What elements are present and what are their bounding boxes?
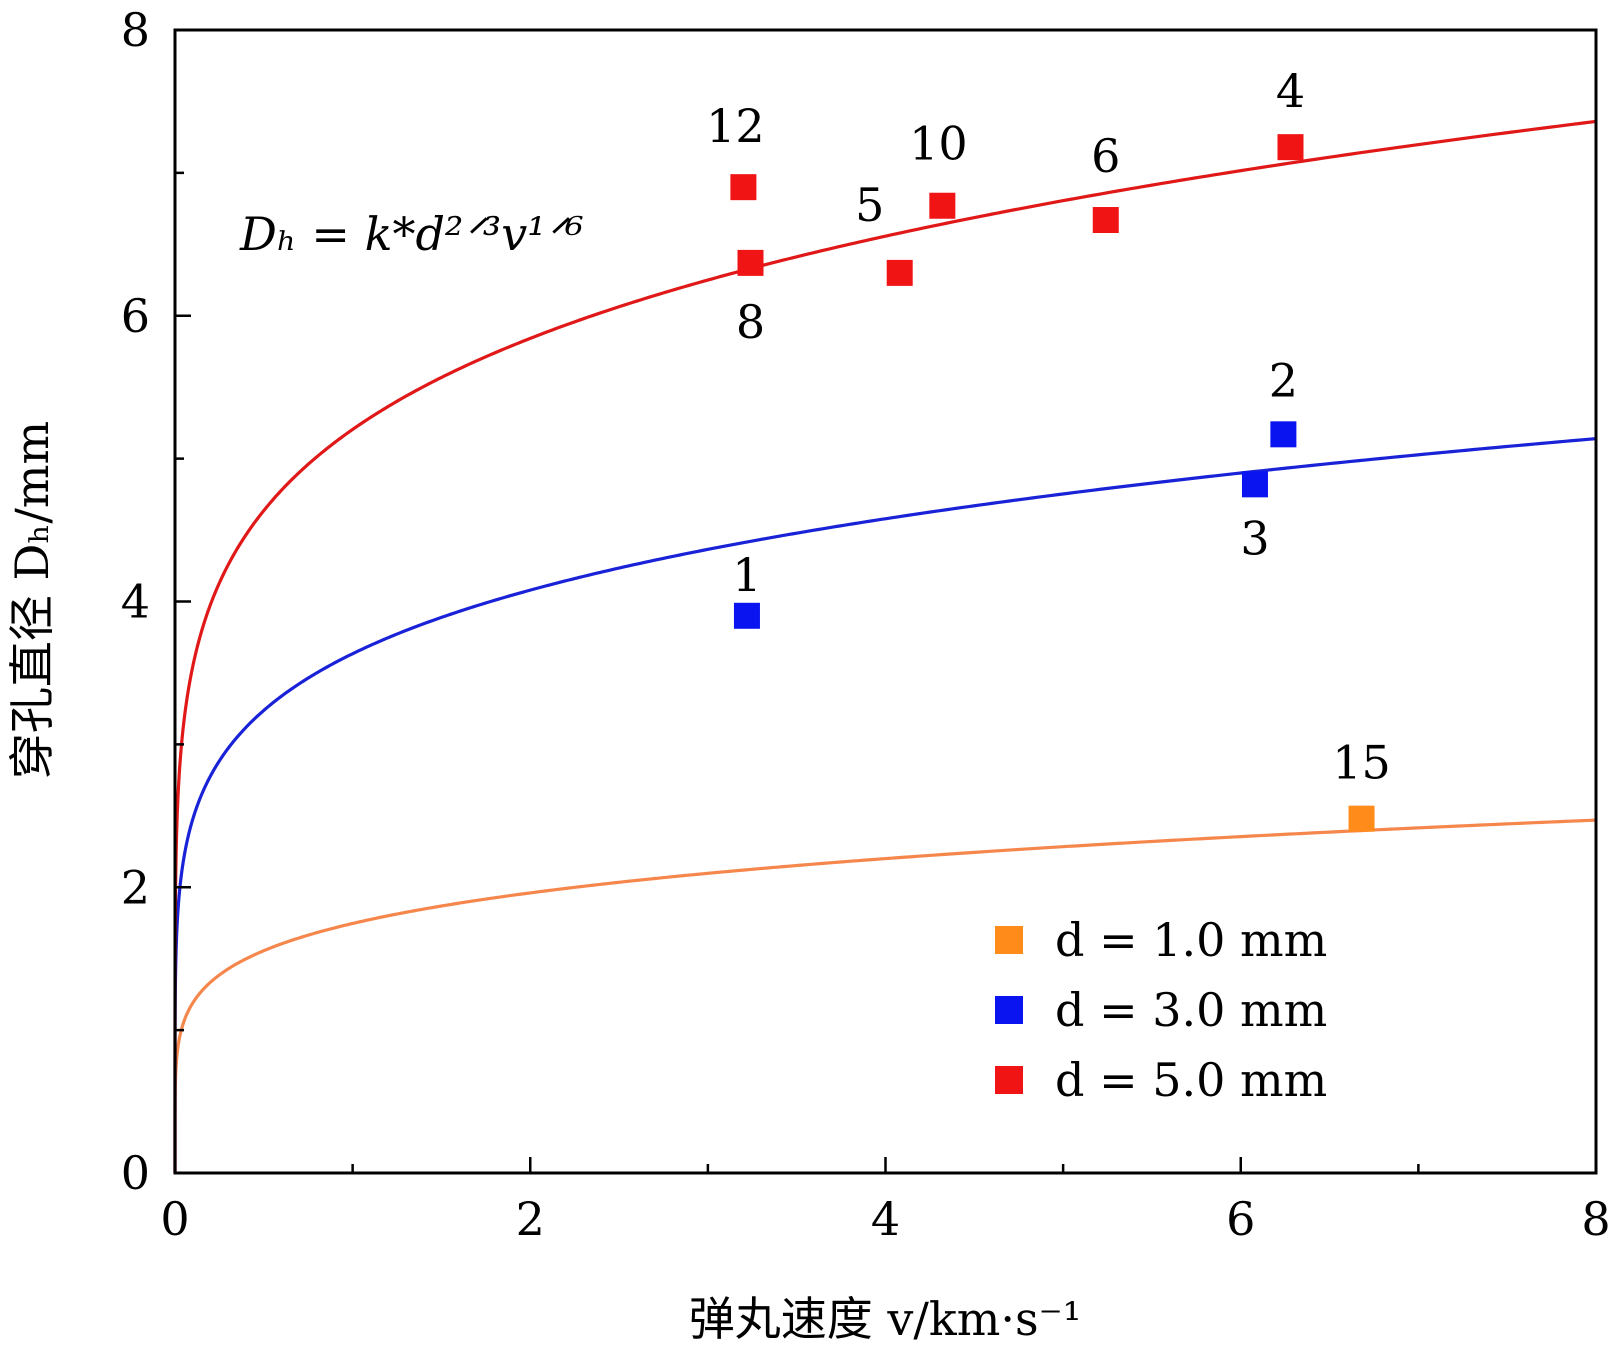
- point-label-6: 6: [1091, 129, 1120, 183]
- legend-label-d-3: d = 3.0 mm: [1055, 983, 1327, 1037]
- point-label-15: 15: [1332, 736, 1391, 790]
- data-point-6: [1092, 207, 1119, 234]
- data-point-15: [1348, 805, 1375, 832]
- point-label-12: 12: [706, 99, 765, 153]
- y-axis-title: 穿孔直径 Dₕ/mm: [5, 421, 59, 779]
- legend-label-d-5: d = 5.0 mm: [1055, 1053, 1327, 1107]
- legend-swatch-d-3: [995, 996, 1023, 1024]
- y-tick-label: 0: [121, 1146, 150, 1200]
- plot-frame: [173, 28, 1598, 1175]
- fit-curve-d-1: [173, 818, 1597, 1173]
- legend-label-d-1: d = 1.0 mm: [1055, 913, 1327, 967]
- y-tick-label: 4: [121, 575, 150, 629]
- y-tick-label: 2: [121, 860, 150, 914]
- data-point-1: [733, 602, 760, 629]
- data-point-8: [737, 249, 764, 276]
- data-point-4: [1277, 134, 1304, 161]
- formula-annotation: Dₕ = k*d²ᐟ³v¹ᐟ⁶: [239, 207, 584, 261]
- data-point-2: [1270, 421, 1297, 448]
- legend-swatch-d-5: [995, 1066, 1023, 1094]
- data-point-5: [886, 259, 913, 286]
- point-label-4: 4: [1276, 64, 1305, 118]
- x-tick-label: 2: [516, 1192, 545, 1246]
- y-tick-label: 6: [121, 289, 150, 343]
- x-tick-label: 6: [1226, 1192, 1255, 1246]
- fit-curves: [173, 119, 1597, 1173]
- point-label-8: 8: [736, 295, 765, 349]
- tick-labels: 0 2 4 6 8 0 2 4 6 8: [121, 3, 1611, 1246]
- x-tick-label: 4: [871, 1192, 900, 1246]
- legend: d = 1.0 mm d = 3.0 mm d = 5.0 mm: [995, 913, 1327, 1107]
- x-tick-label: 0: [160, 1192, 189, 1246]
- data-point-10: [929, 192, 956, 219]
- data-markers: [730, 134, 1375, 832]
- fit-curve-d-5: [173, 119, 1597, 1173]
- data-point-3: [1241, 471, 1268, 498]
- data-point-12: [730, 174, 757, 201]
- legend-swatch-d-1: [995, 926, 1023, 954]
- point-label-2: 2: [1269, 353, 1298, 407]
- point-label-10: 10: [909, 117, 968, 171]
- x-axis-title: 弹丸速度 v/km·s⁻¹: [689, 1292, 1082, 1346]
- x-tick-label: 8: [1581, 1192, 1610, 1246]
- point-label-3: 3: [1240, 511, 1269, 565]
- fit-curve-d-3: [173, 437, 1597, 1173]
- y-tick-label: 8: [121, 3, 150, 57]
- point-label-1: 1: [732, 548, 761, 602]
- point-label-5: 5: [855, 178, 884, 232]
